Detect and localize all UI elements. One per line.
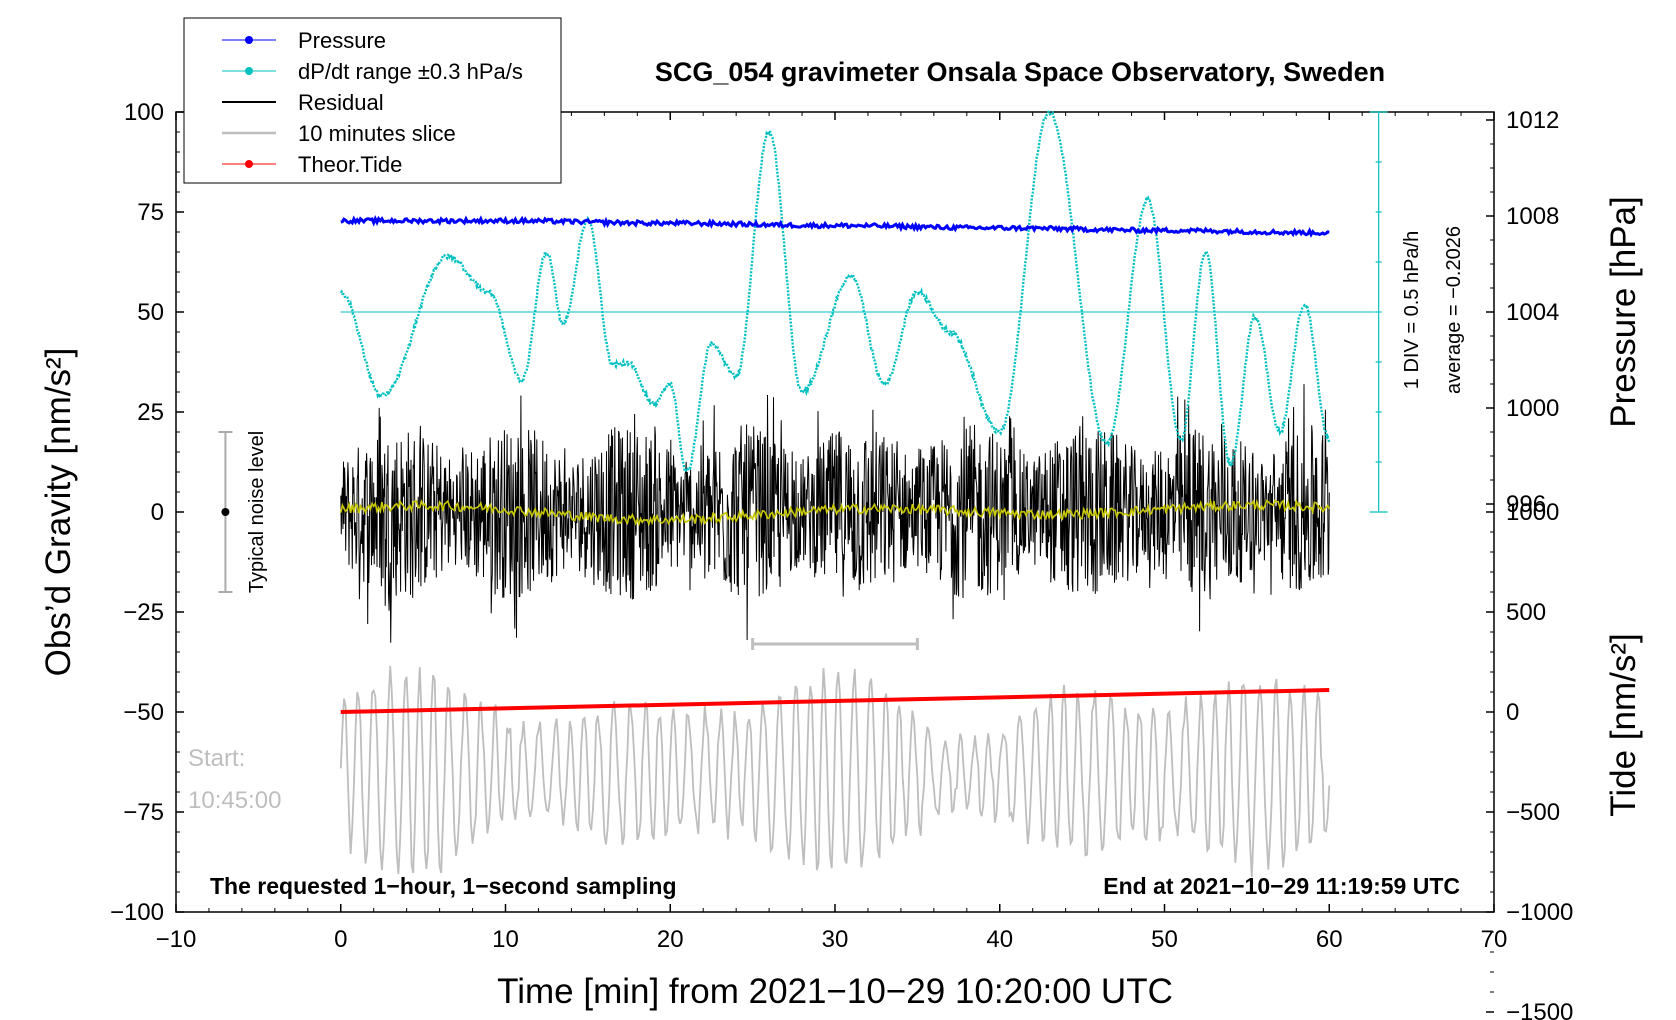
legend-item-pressure: Pressure <box>222 28 386 53</box>
y-tick-label-left: −100 <box>110 899 164 926</box>
legend-marker-pressure <box>245 36 253 44</box>
y-tick-label-left: −75 <box>123 799 164 826</box>
y-tick-label-left: 75 <box>137 199 164 226</box>
dpdt-series-line <box>339 110 1331 475</box>
tide-tick-label: 0 <box>1506 699 1519 726</box>
x-tick-label: 70 <box>1481 926 1508 953</box>
x-tick-label: 0 <box>334 926 347 953</box>
dpdt-series <box>339 110 1331 475</box>
legend-item-residual: Residual <box>222 90 384 115</box>
smoothed-residual-line <box>340 498 1331 527</box>
pressure-tick-label: 996 <box>1506 491 1546 518</box>
slice-series-line <box>339 665 1331 878</box>
y-tick-label-left: −25 <box>123 599 164 626</box>
tide-tick-label: −1000 <box>1506 899 1573 926</box>
pressure-tick-label: 1008 <box>1506 203 1559 230</box>
start-time: 10:45:00 <box>188 787 281 814</box>
x-tick-label: 30 <box>822 926 849 953</box>
legend-label-dpdt: dP/dt range ±0.3 hPa/s <box>298 59 523 84</box>
legend-box <box>183 17 562 184</box>
tide-tick-label: 1000 <box>1506 499 1559 526</box>
legend-item-slice: 10 minutes slice <box>222 121 456 146</box>
legend-label-residual: Residual <box>298 90 384 115</box>
legend-marker-dpdt <box>245 67 253 75</box>
start-label: Start: <box>188 745 245 772</box>
pressure-tick-label: 1004 <box>1506 299 1559 326</box>
y-axis-label-pressure: Pressure [hPa] <box>1604 196 1643 428</box>
x-tick-label: 50 <box>1151 926 1178 953</box>
x-tick-label: 60 <box>1316 926 1343 953</box>
chart-title: SCG_054 gravimeter Onsala Space Observat… <box>655 57 1385 87</box>
series-layer <box>218 110 1388 878</box>
footer-right: End at 2021−10−29 11:19:59 UTC <box>1103 873 1460 899</box>
legend-label-slice: 10 minutes slice <box>298 121 456 146</box>
legend-label-pressure: Pressure <box>298 28 386 53</box>
x-axis-label: Time [min] from 2021−10−29 10:20:00 UTC <box>497 972 1173 1011</box>
tide-tick-label: −500 <box>1506 799 1560 826</box>
pressure-tick-label: 1000 <box>1506 395 1559 422</box>
y-axis-label-left: Obs’d Gravity [nm/s²] <box>39 348 78 677</box>
legend: Pressure dP/dt range ±0.3 hPa/s Residual… <box>183 17 562 184</box>
tide-series-line <box>340 688 1330 714</box>
y-tick-label-left: 25 <box>137 399 164 426</box>
noise-annotation: Typical noise level <box>246 431 268 593</box>
footer-left: The requested 1−hour, 1−second sampling <box>210 873 677 899</box>
pressure-series-line <box>340 215 1330 238</box>
axis-ticks: −10 0 10 20 30 40 50 60 701007550250−25−50−75−10… <box>110 99 1573 1020</box>
x-tick-label: −10 <box>156 926 197 953</box>
x-tick-label: 20 <box>657 926 684 953</box>
tide-tick-label: −1500 <box>1506 999 1573 1020</box>
tide-tick-label: 500 <box>1506 599 1546 626</box>
x-tick-label: 40 <box>986 926 1013 953</box>
y-axis-label-tide: Tide [nm/s²] <box>1604 633 1643 816</box>
x-tick-label: 10 <box>492 926 519 953</box>
y-tick-label-left: −50 <box>123 699 164 726</box>
average-annotation: average = −0.2026 <box>1443 226 1465 394</box>
y-tick-label-left: 50 <box>137 299 164 326</box>
div-annotation: 1 DIV = 0.5 hPa/h <box>1401 231 1423 389</box>
legend-item-tide: Theor.Tide <box>222 152 402 177</box>
y-tick-label-left: 0 <box>151 499 164 526</box>
legend-marker-tide <box>245 160 253 168</box>
legend-item-dpdt: dP/dt range ±0.3 hPa/s <box>222 59 523 84</box>
pressure-tick-label: 1012 <box>1506 107 1559 134</box>
noise-center-dot <box>221 508 230 516</box>
y-tick-label-left: 100 <box>124 99 164 126</box>
legend-label-tide: Theor.Tide <box>298 152 402 177</box>
